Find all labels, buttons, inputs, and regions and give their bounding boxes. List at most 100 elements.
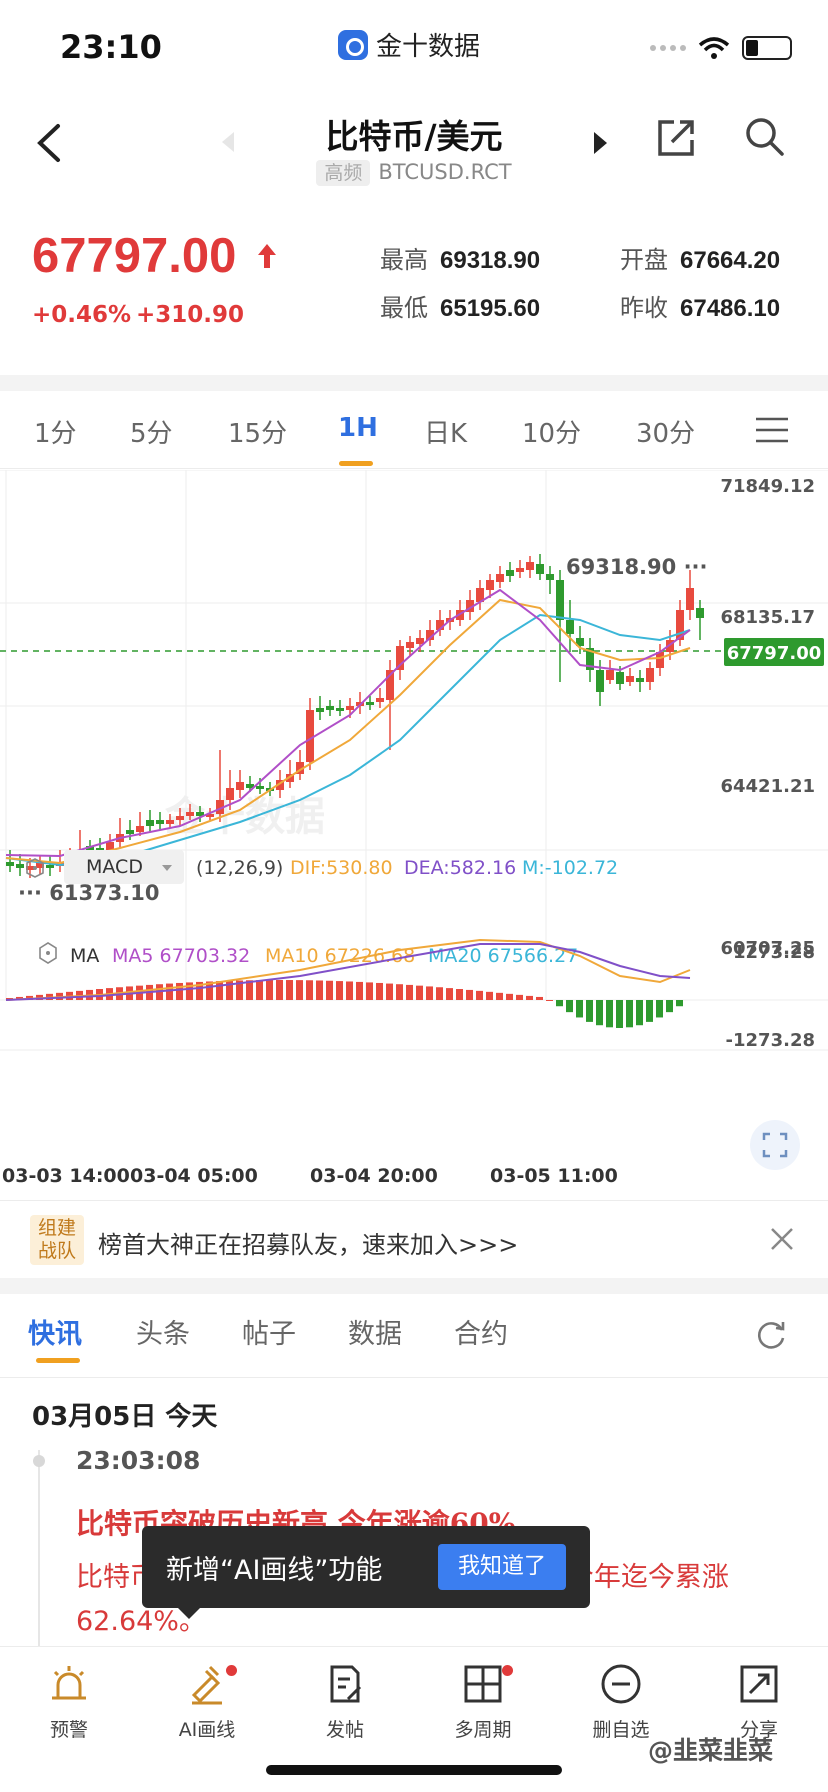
- nav-multi-period-label: 多周期: [454, 1719, 512, 1741]
- app-logo-icon: [338, 29, 368, 60]
- macd-panel: [5, 938, 691, 1028]
- candle-body: [16, 864, 24, 868]
- macd-bar: [186, 982, 193, 1000]
- kline-chart[interactable]: MA MA5 67703.32 MA10 67226.68 MA20 67566…: [0, 469, 828, 1200]
- tab-30min[interactable]: 30分: [636, 419, 696, 449]
- macd-bar: [436, 987, 443, 1000]
- fullscreen-button[interactable]: [750, 1120, 800, 1170]
- price-axis-label: 68135.17: [720, 607, 815, 628]
- nav-alert[interactable]: 预警: [0, 1661, 138, 1742]
- macd-bar: [316, 980, 323, 1000]
- stat-low: 最低 65195.60: [380, 294, 541, 322]
- macd-bar: [616, 1000, 623, 1028]
- tab-1min[interactable]: 1分: [34, 419, 77, 449]
- price-axis-label: 60707.25: [720, 938, 815, 959]
- stat-prev-close: 昨收 67486.10: [620, 294, 781, 322]
- signal-icon: [650, 45, 686, 51]
- search-icon[interactable]: [742, 114, 786, 158]
- macd-bar: [376, 982, 383, 1000]
- tab-5min[interactable]: 5分: [130, 419, 173, 449]
- settings-hex-icon[interactable]: [39, 942, 57, 964]
- macd-bar: [296, 980, 303, 1000]
- macd-bar: [326, 980, 333, 1000]
- close-icon[interactable]: [768, 1225, 796, 1253]
- macd-bar: [566, 1000, 573, 1013]
- status-app-name: 金十数据: [376, 32, 481, 62]
- macd-bar: [416, 985, 423, 1000]
- macd-selector[interactable]: MACD: [64, 850, 184, 884]
- macd-selector-label: MACD: [86, 856, 143, 878]
- bell-icon: [52, 1666, 86, 1700]
- tab-daily[interactable]: 日K: [424, 419, 468, 449]
- timeline-line: [38, 1450, 40, 1650]
- candle-body: [306, 710, 314, 762]
- header: 比特币/美元 高频 BTCUSD.RCT: [0, 90, 828, 200]
- tab-contracts[interactable]: 合约: [454, 1319, 508, 1350]
- nav-multi-period[interactable]: 多周期: [414, 1661, 552, 1742]
- nav-share-label: 分享: [739, 1719, 778, 1741]
- candle-body: [676, 610, 684, 640]
- macd-bar: [576, 1000, 583, 1018]
- macd-bar: [246, 980, 253, 1000]
- news-tabs: 快讯 头条 帖子 数据 合约: [0, 1294, 828, 1378]
- tab-posts[interactable]: 帖子: [242, 1319, 296, 1350]
- news-date: 03月05日 今天: [32, 1402, 218, 1432]
- macd-bar: [506, 993, 513, 1000]
- ma20-value: MA20 67566.27: [428, 945, 578, 967]
- arrow-up-icon: [258, 244, 276, 268]
- chart-watermark: 金十数据: [164, 794, 325, 840]
- tab-flash-news[interactable]: 快讯: [28, 1319, 82, 1350]
- nav-share[interactable]: 分享: [690, 1661, 828, 1742]
- candle-body: [696, 608, 704, 618]
- macd-bar: [446, 988, 453, 1000]
- separator: [0, 1278, 828, 1294]
- tab-10min[interactable]: 10分: [522, 419, 582, 449]
- macd-bar: [396, 984, 403, 1000]
- tooltip-text: 新增“AI画线”功能: [166, 1555, 383, 1586]
- recruit-banner[interactable]: 组建战队 榜首大神正在招募队友，速来加入>>>: [0, 1200, 828, 1278]
- home-indicator: [266, 1765, 562, 1775]
- next-symbol-icon[interactable]: [594, 132, 607, 154]
- macd-bar: [266, 980, 273, 1000]
- back-button[interactable]: [30, 120, 70, 166]
- macd-bar: [366, 982, 373, 1000]
- ma5-line: [5, 588, 691, 858]
- page-title: 比特币/美元: [325, 117, 503, 156]
- timeline-dot: [33, 1455, 45, 1467]
- stat-high: 最高 69318.90: [380, 246, 541, 274]
- candle-body: [46, 865, 54, 868]
- menu-icon[interactable]: [756, 417, 788, 443]
- active-tab-indicator: [339, 461, 373, 466]
- tab-data[interactable]: 数据: [348, 1319, 402, 1350]
- got-it-button[interactable]: 我知道了: [438, 1544, 566, 1590]
- frequency-tag: 高频: [316, 160, 371, 186]
- bottom-nav: 预警 AI画线 发帖 多周期 删自选: [0, 1646, 828, 1792]
- prev-symbol-icon[interactable]: [222, 132, 234, 152]
- chart-canvas[interactable]: MA MA5 67703.32 MA10 67226.68 MA20 67566…: [0, 469, 828, 1200]
- candle-body: [206, 814, 214, 817]
- macd-settings-hex-icon[interactable]: [26, 858, 44, 878]
- tab-15min[interactable]: 15分: [228, 419, 288, 449]
- nav-ai-draw[interactable]: AI画线: [138, 1661, 276, 1742]
- candle-body: [166, 820, 174, 824]
- candle-body: [466, 600, 474, 612]
- external-share-icon[interactable]: [654, 116, 698, 160]
- candle-body: [146, 820, 154, 826]
- nav-post[interactable]: 发帖: [276, 1661, 414, 1742]
- candle-body: [176, 816, 184, 820]
- candle-body: [506, 570, 514, 576]
- candle-body: [366, 702, 374, 705]
- tab-headlines[interactable]: 头条: [136, 1319, 190, 1350]
- candle-body: [156, 820, 164, 824]
- nav-remove-watchlist[interactable]: 删自选: [552, 1661, 690, 1742]
- candle-body: [196, 812, 204, 816]
- nav-post-label: 发帖: [325, 1719, 364, 1741]
- macd-bar: [166, 983, 173, 1000]
- refresh-icon[interactable]: [754, 1318, 788, 1352]
- time-axis-label: 03-03 14:00: [2, 1165, 130, 1187]
- candle-body: [526, 562, 534, 570]
- candle-body: [556, 580, 564, 620]
- macd-bar: [586, 1000, 593, 1022]
- tab-1h[interactable]: 1H: [338, 413, 378, 443]
- ma-legend: MA MA5 67703.32 MA10 67226.68 MA20 67566…: [39, 942, 578, 967]
